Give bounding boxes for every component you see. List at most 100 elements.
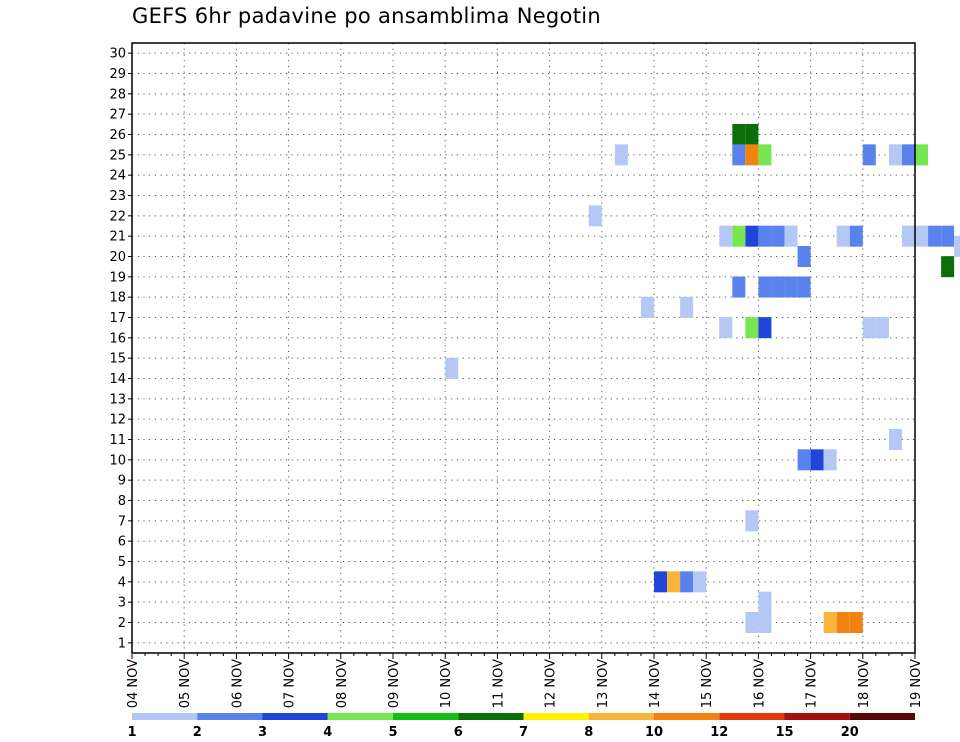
- data-cells-layer: [445, 124, 960, 633]
- y-tick-label: 1: [118, 636, 126, 651]
- heatmap-cell: [862, 144, 876, 166]
- legend-swatch: [719, 713, 785, 720]
- legend-swatch: [197, 713, 263, 720]
- y-tick-label: 14: [109, 372, 126, 387]
- y-tick-label: 26: [109, 128, 126, 143]
- grid-layer: [132, 43, 915, 653]
- heatmap-cell: [745, 317, 759, 339]
- y-tick-label: 2: [118, 616, 126, 631]
- heatmap-cell: [614, 144, 628, 166]
- y-tick-label: 17: [109, 311, 126, 326]
- y-tick-label: 21: [109, 230, 126, 245]
- legend-label: 2: [193, 725, 202, 740]
- x-tick-label: 11 NOV: [491, 659, 506, 708]
- heatmap-cell: [745, 144, 759, 166]
- y-tick-label: 8: [118, 494, 126, 509]
- heatmap-cell: [758, 225, 772, 247]
- y-tick-label: 11: [109, 433, 126, 448]
- heatmap-cell: [862, 317, 876, 339]
- heatmap-cell: [810, 449, 824, 471]
- heatmap-cell: [745, 225, 759, 247]
- legend-swatch: [784, 713, 850, 720]
- heatmap-cell: [654, 571, 668, 593]
- y-tick-label: 19: [109, 270, 126, 285]
- x-axis: 04 NOV 05 NOV 06 NOV 07 NOV 08 NOV 09 NOV 10 N…: [126, 653, 924, 708]
- heatmap-cell: [719, 317, 733, 339]
- legend-swatch: [523, 713, 589, 720]
- x-tick-label: 15 NOV: [700, 659, 715, 708]
- heatmap-cell: [693, 571, 707, 593]
- heatmap-cell: [797, 276, 811, 298]
- x-tick-label: 14 NOV: [648, 659, 663, 708]
- y-tick-label: 4: [118, 575, 126, 590]
- y-tick-label: 20: [109, 250, 126, 265]
- y-tick-label: 25: [109, 148, 126, 163]
- legend-label: 4: [323, 725, 332, 740]
- x-tick-label: 17 NOV: [805, 659, 820, 708]
- x-tick-label: 10 NOV: [439, 659, 454, 708]
- y-tick-label: 28: [109, 87, 126, 102]
- legend-swatch: [654, 713, 720, 720]
- legend-swatch: [393, 713, 459, 720]
- heatmap-cell: [640, 296, 654, 318]
- x-tick-label: 09 NOV: [387, 659, 402, 708]
- y-tick-label: 22: [109, 209, 126, 224]
- legend-label: 8: [584, 725, 593, 740]
- legend-label: 7: [519, 725, 528, 740]
- legend-label: 15: [775, 725, 793, 740]
- color-legend: 1 2 3 4 5 6 7 8 10 12 15 20: [127, 713, 915, 740]
- y-tick-label: 13: [109, 392, 126, 407]
- y-tick-label: 24: [109, 169, 126, 184]
- heatmap-cell: [954, 235, 960, 257]
- plot-frame: [131, 42, 916, 654]
- legend-swatch: [849, 713, 915, 720]
- x-tick-label: 18 NOV: [857, 659, 872, 708]
- heatmap-cell: [719, 225, 733, 247]
- y-tick-label: 10: [109, 453, 126, 468]
- legend-label: 1: [127, 725, 136, 740]
- heatmap-cell: [888, 429, 902, 450]
- legend-label: 6: [454, 725, 463, 740]
- heatmap-cell: [797, 246, 811, 267]
- heatmap-cell: [928, 225, 942, 247]
- heatmap-cell: [588, 205, 602, 227]
- chart-title: GEFS 6hr padavine po ansamblima Negotin: [132, 4, 601, 28]
- legend-label: 20: [841, 725, 859, 740]
- y-tick-label: 15: [109, 352, 126, 367]
- x-tick-label: 06 NOV: [230, 659, 245, 708]
- heatmap-cell: [732, 225, 746, 247]
- y-tick-label: 23: [109, 189, 126, 204]
- heatmap-cell: [732, 144, 746, 166]
- y-tick-label: 16: [109, 331, 126, 346]
- heatmap-cell: [758, 276, 772, 298]
- heatmap-cell: [771, 225, 785, 247]
- x-tick-label: 08 NOV: [335, 659, 350, 708]
- y-axis: 1234567891011121314151617181920212223242…: [109, 47, 132, 651]
- y-tick-label: 27: [109, 108, 126, 123]
- heatmap-cell: [745, 510, 759, 532]
- y-tick-label: 12: [109, 413, 126, 428]
- legend-label: 12: [710, 725, 728, 740]
- x-tick-label: 05 NOV: [178, 659, 193, 708]
- heatmap-cell: [680, 296, 694, 318]
- y-tick-label: 30: [109, 47, 126, 62]
- legend-swatch: [132, 713, 198, 720]
- heatmap-cell: [941, 256, 955, 278]
- heatmap-cell: [758, 612, 772, 633]
- heatmap-cell: [915, 144, 929, 166]
- heatmap-cell: [823, 449, 837, 471]
- heatmap-cell: [745, 124, 759, 145]
- legend-label: 3: [258, 725, 267, 740]
- heatmap-cell: [823, 612, 837, 633]
- y-tick-label: 3: [118, 596, 126, 611]
- y-tick-label: 6: [118, 535, 126, 550]
- heatmap-cell: [745, 612, 759, 633]
- heatmap-cell: [784, 225, 798, 247]
- x-tick-label: 16 NOV: [752, 659, 767, 708]
- heatmap-cell: [849, 612, 863, 633]
- y-tick-label: 7: [118, 514, 126, 529]
- heatmap-cell: [836, 225, 850, 247]
- heatmap-cell: [758, 144, 772, 166]
- heatmap-cell: [875, 317, 889, 339]
- x-tick-label: 12 NOV: [544, 659, 559, 708]
